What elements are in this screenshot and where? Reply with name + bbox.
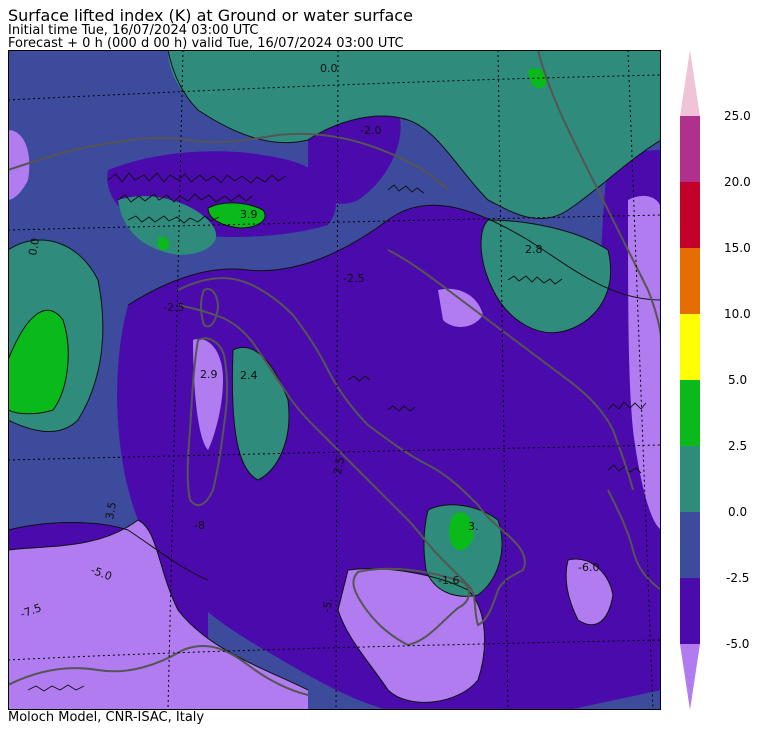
field-east-lilac [628, 195, 661, 531]
coast-corsica [200, 288, 219, 328]
colorbar-tick-m5: -5.0 [726, 637, 749, 651]
coast-balkan [537, 50, 661, 341]
label-3-5-left: 3.5 [103, 501, 119, 520]
map-title: Surface lifted index (K) at Ground or wa… [8, 6, 413, 25]
field-alps-small-green [157, 237, 169, 251]
colorbar-tick-0: 0.0 [728, 505, 747, 519]
colorbar-tick-20: 20.0 [724, 175, 751, 189]
label-minus2-alps: -2.0 [360, 124, 381, 137]
coast-sicily [352, 567, 470, 646]
colorbar-band-2_5 [680, 380, 700, 446]
field-west-green [8, 310, 69, 414]
field-ionian-teal [423, 504, 502, 597]
label-0-0-west: 0.0 [26, 237, 42, 256]
label-2-4: 2.4 [240, 369, 258, 382]
colorbar-band-15 [680, 182, 700, 248]
field-balkan-teal [481, 220, 611, 333]
field-north-teal [168, 50, 661, 219]
coast-adriatic [387, 249, 634, 491]
colorbar-high-triangle [680, 50, 700, 116]
label-1-6: -1.6 [438, 574, 459, 587]
colorbar-low-triangle [680, 644, 700, 710]
colorbar-band-20 [680, 116, 700, 182]
field-central-purple [117, 205, 661, 710]
colorbar-tick-2_5: 2.5 [728, 439, 747, 453]
label-3-south: 3. [468, 520, 479, 533]
label-8: -8 [194, 519, 205, 532]
field-alps-teal [118, 196, 217, 255]
forecast-valid-text: Forecast + 0 h (000 d 00 h) valid Tue, 1… [8, 36, 404, 51]
field-west-lilac [8, 130, 30, 200]
field-south-italy-lilac [566, 559, 613, 625]
coast-africa [8, 645, 309, 696]
colorbar-band-0 [680, 446, 700, 512]
colorbar-band-5 [680, 314, 700, 380]
colorbar-tick-m2_5: -2.5 [726, 571, 749, 585]
coast-north-border [8, 132, 449, 191]
field-sicily-lilac [338, 568, 485, 703]
label-5-south: -5. [320, 597, 335, 614]
colorbar-tick-15: 15.0 [724, 241, 751, 255]
field-southwest-lilac [8, 520, 308, 710]
model-credit: Moloch Model, CNR-ISAC, Italy [8, 710, 205, 725]
label-7-5: -7.5 [19, 601, 44, 621]
label-2-5-sea: 2.5 [331, 456, 347, 475]
colorbar-band-m5 [680, 578, 700, 644]
field-ionian-green [449, 512, 474, 551]
colorbar-tick-5: 5.0 [728, 373, 747, 387]
field-sardinia-lilac [193, 339, 223, 450]
label-2-5-west: -2.5 [163, 301, 184, 314]
colorbar-tick-10: 10.0 [724, 307, 751, 321]
field-po-green [208, 202, 266, 228]
field-adriatic-lilac [438, 288, 483, 327]
field-north-green [528, 68, 547, 89]
lifted-index-map [8, 50, 661, 710]
label-0-0-north: 0.0 [320, 62, 338, 75]
contour-labels: 0.0 -2.0 3.9 2.8 -2.5 -2.5 2.9 2.4 2.5 3… [19, 62, 600, 621]
initial-time-text: Initial time Tue, 16/07/2024 03:00 UTC [8, 23, 259, 38]
label-5-0: -5.0 [89, 564, 114, 584]
label-2-5-center: -2.5 [343, 272, 364, 285]
label-3-9: 3.9 [240, 208, 258, 221]
field-sardinia-sea-teal [232, 347, 289, 480]
label-2-9: 2.9 [200, 368, 218, 381]
colorbar: -5.0 -2.5 0.0 2.5 5.0 10.0 15.0 20.0 25.… [680, 50, 751, 710]
label-2-8: 2.8 [525, 243, 543, 256]
label-6-0: -6.0 [578, 561, 599, 574]
coast-sardinia [186, 337, 228, 507]
field-north-purple [308, 106, 401, 204]
coast-italy [177, 277, 526, 626]
colorbar-tick-25: 25.0 [724, 109, 751, 123]
colorbar-band-10 [680, 248, 700, 314]
colorbar-band-m2_5 [680, 512, 700, 578]
coast-greece [607, 489, 661, 591]
